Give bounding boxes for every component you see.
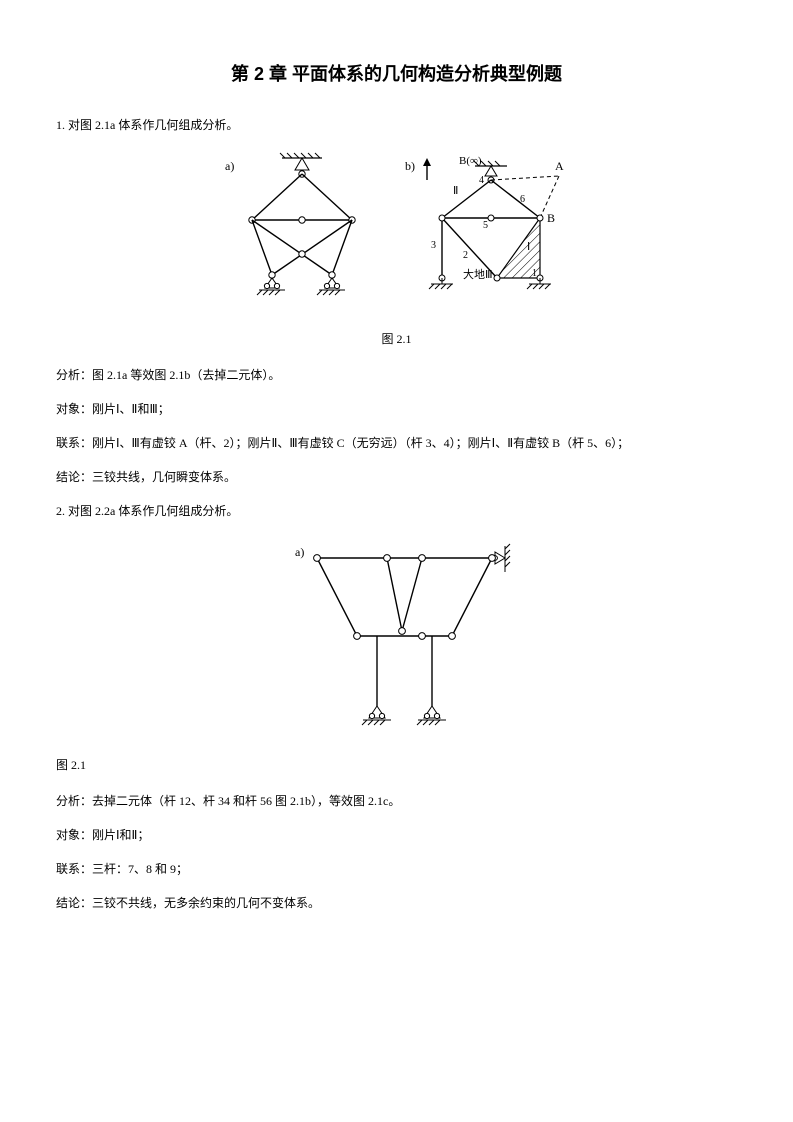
label-b: b) [405,159,415,173]
pin-support-left [257,278,285,295]
label-a2: a) [295,545,304,559]
conclusion-1: 结论：三铰共线，几何瞬变体系。 [56,468,737,486]
label-III: 大地Ⅲ [463,267,493,281]
pin-support-bottom-left [362,706,391,725]
label-n3: 3 [431,240,436,251]
figure-2-1: a) [56,150,737,314]
label-n5: 5 [483,220,488,231]
figure-2-1-caption: 图 2.1 [56,330,737,348]
label-II: Ⅱ [453,185,458,197]
fixed-support-top [280,153,322,170]
relation-1: 联系：刚片Ⅰ、Ⅲ有虚铰 A（杆、2）；刚片Ⅱ、Ⅲ有虚铰 C（无穷远）（杆 3、4… [56,434,737,452]
page-title: 第 2 章 平面体系的几何构造分析典型例题 [56,60,737,86]
diagram-2-2-svg: a) [247,536,547,736]
label-a: a) [225,159,234,173]
problem-1-intro: 1. 对图 2.1a 体系作几何组成分析。 [56,116,737,134]
label-I: Ⅰ [527,241,530,253]
label-B: B [547,211,555,225]
figure-2-2: a) [56,536,737,740]
label-n4: 4 [479,175,484,186]
diagram-b: b) B(∞) 4 A [405,155,564,289]
label-n6: 6 [520,194,525,205]
label-A: A [555,159,564,173]
relation-2: 联系：三杆：7、8 和 9； [56,860,737,878]
label-n1: 1 [532,268,537,279]
object-1: 对象：刚片Ⅰ、Ⅱ和Ⅲ； [56,400,737,418]
conclusion-2: 结论：三铰不共线，无多余约束的几何不变体系。 [56,894,737,912]
diagram-2-1-svg: a) [207,150,587,310]
pin-support-right [317,278,345,295]
label-n2: 2 [463,250,468,261]
diagram-a: a) [225,153,355,295]
problem-2-intro: 2. 对图 2.2a 体系作几何组成分析。 [56,502,737,520]
pin-support-bottom-right [417,706,446,725]
object-2: 对象：刚片Ⅰ和Ⅱ； [56,826,737,844]
analysis-2: 分析：去掉二元体（杆 12、杆 34 和杆 56 图 2.1b），等效图 2.1… [56,792,737,810]
analysis-1: 分析：图 2.1a 等效图 2.1b（去掉二元体）。 [56,366,737,384]
figure-2-2-caption: 图 2.1 [56,756,737,774]
